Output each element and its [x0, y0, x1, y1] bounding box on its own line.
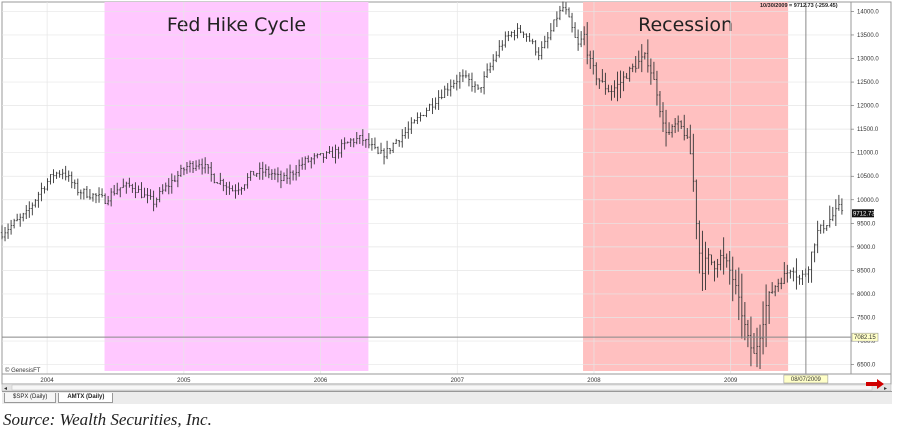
- y-tick-label: 14000.0: [857, 9, 879, 15]
- reference-tag: [851, 332, 879, 342]
- tab-spx[interactable]: $SPX (Daily): [4, 393, 57, 403]
- x-tick-label: 2004: [40, 378, 54, 384]
- chart-overlays: [2, 2, 851, 374]
- y-tick-label: 10500.0: [857, 174, 879, 180]
- scroll-right-icon[interactable]: ▸: [884, 386, 887, 392]
- band-label-0: Fed Hike Cycle: [167, 14, 306, 36]
- readout-text: 10/30/2009 = 9712.73 (-259.45): [760, 3, 838, 9]
- y-tick-label: 11000.0: [857, 151, 879, 157]
- tab-amtx[interactable]: AMTX (Daily): [58, 393, 114, 403]
- band-1: [583, 2, 789, 371]
- reference-tag-label: 7082.15: [854, 335, 876, 341]
- y-tick-label: 9000.0: [857, 245, 876, 251]
- y-tick-label: 11500.0: [857, 127, 879, 133]
- y-tick-label: 7500.0: [857, 315, 876, 321]
- watermark: © GenesisFT: [5, 367, 41, 374]
- x-tick-label: 2009: [724, 378, 738, 384]
- y-tick-label: 12500.0: [857, 80, 879, 86]
- y-tick-label: 10000.0: [857, 198, 879, 204]
- price-bars: [0, 1, 844, 370]
- y-tick-label: 12000.0: [857, 104, 879, 110]
- y-tick-label: 8000.0: [857, 292, 876, 298]
- x-tick-label: 2007: [451, 378, 465, 384]
- y-tick-label: 13000.0: [857, 57, 879, 63]
- grid-lines: [2, 2, 851, 374]
- x-tick-label: 2006: [314, 378, 328, 384]
- shaded-bands: Fed Hike Cycle Recession: [104, 2, 789, 371]
- scroll-left-icon[interactable]: ◂: [4, 386, 7, 392]
- last-value-label: 9712.73: [853, 211, 875, 217]
- y-tick-label: 8500.0: [857, 268, 876, 274]
- crosshair-date-label: 08/07/2009: [791, 377, 822, 383]
- next-arrow-icon[interactable]: [866, 379, 884, 389]
- price-chart: Fed Hike Cycle Recession 6500.0 7000.0 7500…: [0, 1, 892, 392]
- x-axis-panel: [1, 373, 892, 385]
- y-tick-label: 13500.0: [857, 33, 879, 39]
- x-tick-label: 2005: [177, 378, 191, 384]
- band-0: [104, 2, 369, 371]
- x-axis: 2004 2005 2006 2007 2008 2009 08/07/2009: [40, 374, 829, 384]
- scrollbar-thumb[interactable]: [11, 384, 873, 391]
- y-tick-label: 9500.0: [857, 221, 876, 227]
- y-axis: 6500.0 7000.0 7500.0 8000.0 8500.0 9000.0 9500…: [851, 9, 879, 369]
- chart-tab-bar: $SPX (Daily) AMTX (Daily): [2, 391, 892, 404]
- last-value-tag: [852, 209, 874, 218]
- y-tick-label: 7000.0: [857, 339, 876, 345]
- crosshair-date-tag: [783, 374, 829, 384]
- band-label-1: Recession: [638, 14, 733, 36]
- x-tick-label: 2008: [587, 378, 601, 384]
- y-tick-label: 6500.0: [857, 363, 876, 369]
- source-caption: Source: Wealth Securities, Inc.: [3, 410, 212, 429]
